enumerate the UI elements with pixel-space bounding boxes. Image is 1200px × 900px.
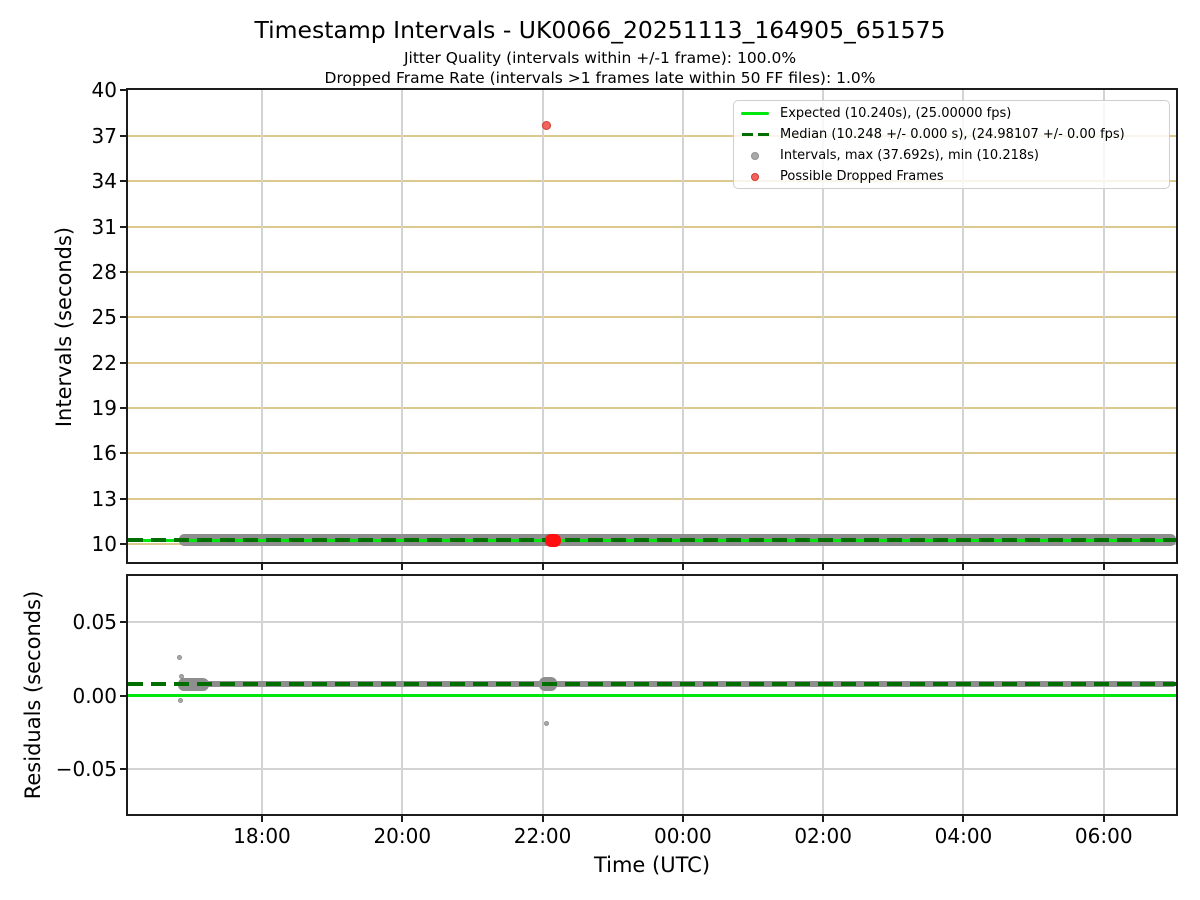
- y-tick-label: 40: [91, 78, 117, 103]
- y-tick: [120, 316, 126, 319]
- x-tick: [541, 816, 544, 822]
- dropped-frame-point: [541, 120, 551, 130]
- x-tick: [1102, 564, 1105, 570]
- y-tick: [120, 768, 126, 771]
- x-tick: [260, 564, 263, 570]
- intervals-marker-swatch: [741, 151, 769, 160]
- gridline-vertical: [822, 90, 825, 562]
- x-tick-label: 06:00: [1074, 824, 1133, 848]
- subtitle-jitter-quality: Jitter Quality (intervals within +/-1 fr…: [403, 49, 797, 67]
- residual-point: [177, 655, 183, 661]
- y-tick: [120, 406, 126, 409]
- y-tick: [120, 621, 126, 624]
- y-tick-label: 37: [91, 123, 117, 148]
- y-tick-label: 28: [91, 259, 117, 284]
- chart-title: Timestamp Intervals - UK0066_20251113_16…: [254, 16, 946, 44]
- y-tick-label: 0.05: [72, 610, 117, 635]
- x-tick: [962, 816, 965, 822]
- x-tick: [401, 816, 404, 822]
- residual-point: [178, 697, 184, 703]
- x-tick-label: 18:00: [233, 824, 291, 848]
- y-tick: [120, 180, 126, 183]
- x-tick-label: 02:00: [794, 824, 852, 848]
- gridline-vertical: [1102, 90, 1105, 562]
- y-tick: [120, 361, 126, 364]
- x-tick-label: 00:00: [654, 824, 712, 848]
- gridline-horizontal: [128, 270, 1176, 273]
- expected-residual-line: [128, 693, 1176, 698]
- gridline-horizontal: [128, 452, 1176, 455]
- residual-point: [543, 721, 549, 727]
- x-tick: [541, 564, 544, 570]
- x-tick: [681, 564, 684, 570]
- legend-label: Median (10.248 +/- 0.000 s), (24.98107 +…: [780, 127, 1125, 142]
- y-axis-label-residuals: Residuals (seconds): [21, 590, 45, 800]
- legend-item-dropped-frames: Possible Dropped Frames: [734, 166, 1169, 187]
- y-tick: [120, 452, 126, 455]
- legend-label: Expected (10.240s), (25.00000 fps): [780, 106, 1012, 121]
- y-tick-label: 22: [91, 350, 117, 375]
- gridline-vertical: [401, 90, 404, 562]
- y-tick-label: −0.05: [55, 757, 117, 782]
- y-tick-label: 34: [91, 169, 117, 194]
- x-tick: [822, 816, 825, 822]
- residuals-plot-frame: [126, 574, 1178, 816]
- gridline-horizontal: [128, 361, 1176, 364]
- y-tick: [120, 694, 126, 697]
- dropped-frames-cluster: [544, 533, 561, 547]
- subtitle-dropped-frame-rate: Dropped Frame Rate (intervals >1 frames …: [324, 69, 876, 87]
- x-tick: [401, 564, 404, 570]
- y-tick: [120, 225, 126, 228]
- legend: Expected (10.240s), (25.00000 fps) Media…: [733, 100, 1170, 189]
- expected-line-swatch: [741, 111, 769, 116]
- legend-item-intervals: Intervals, max (37.692s), min (10.218s): [734, 145, 1169, 166]
- y-tick-label: 16: [91, 441, 117, 466]
- y-tick-label: 10: [91, 532, 117, 556]
- y-tick-label: 19: [91, 395, 117, 420]
- x-tick: [681, 816, 684, 822]
- legend-item-median: Median (10.248 +/- 0.000 s), (24.98107 +…: [734, 124, 1169, 145]
- x-tick-label: 04:00: [934, 824, 993, 848]
- gridline-horizontal: [128, 225, 1176, 228]
- y-axis-label-intervals: Intervals (seconds): [52, 226, 76, 428]
- y-tick-label: 25: [91, 305, 117, 330]
- gridline-horizontal: [128, 497, 1176, 500]
- gridline-horizontal: [128, 134, 1176, 137]
- legend-label: Intervals, max (37.692s), min (10.218s): [780, 148, 1039, 163]
- x-tick-label: 20:00: [373, 824, 432, 848]
- gridline-horizontal: [128, 180, 1176, 183]
- legend-label: Possible Dropped Frames: [780, 169, 944, 184]
- x-tick: [260, 816, 263, 822]
- y-tick: [120, 134, 126, 137]
- x-axis-label-time-utc: Time (UTC): [593, 853, 711, 877]
- gridline-vertical: [260, 90, 263, 562]
- y-tick: [120, 543, 126, 545]
- median-line: [128, 538, 1176, 543]
- gridline-vertical: [541, 90, 544, 562]
- y-tick-label: 0.00: [72, 683, 117, 708]
- x-tick-label: 22:00: [513, 824, 572, 848]
- y-tick-label: 13: [91, 486, 117, 511]
- x-tick: [822, 564, 825, 570]
- median-residual-line: [128, 682, 1176, 687]
- x-tick: [962, 564, 965, 570]
- gridline-horizontal: [128, 621, 1176, 624]
- gridline-horizontal: [128, 406, 1176, 409]
- dropped-frames-marker-swatch: [741, 172, 769, 181]
- legend-item-expected: Expected (10.240s), (25.00000 fps): [734, 103, 1169, 124]
- gridline-vertical: [962, 90, 965, 562]
- gridline-vertical: [681, 90, 684, 562]
- residual-point: [178, 674, 184, 680]
- x-tick: [1102, 816, 1105, 822]
- gridline-horizontal: [128, 768, 1176, 771]
- y-tick-label: 31: [91, 214, 117, 239]
- median-line-swatch: [741, 132, 769, 137]
- gridline-horizontal: [128, 316, 1176, 319]
- y-tick: [120, 497, 126, 500]
- intervals-plot-frame: [126, 88, 1178, 564]
- y-tick: [120, 89, 126, 92]
- y-tick: [120, 270, 126, 273]
